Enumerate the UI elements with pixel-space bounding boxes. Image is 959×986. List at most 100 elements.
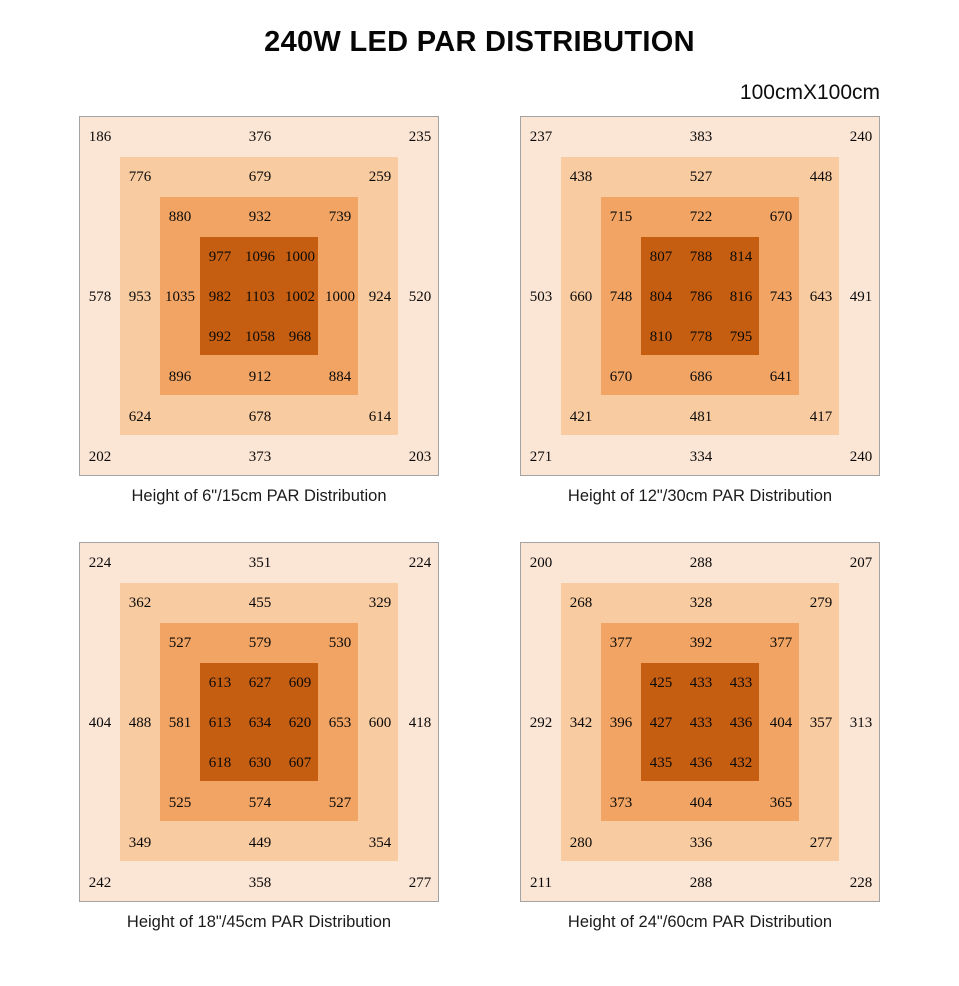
par-value: 807 bbox=[649, 248, 673, 265]
par-value: 224 bbox=[408, 554, 432, 571]
par-value: 438 bbox=[569, 168, 593, 185]
par-value: 574 bbox=[248, 794, 272, 811]
par-value: 200 bbox=[529, 554, 553, 571]
par-value: 271 bbox=[529, 448, 553, 465]
par-value: 242 bbox=[88, 874, 112, 891]
par-value: 992 bbox=[208, 328, 232, 345]
par-heatmap-2: 237 383 240 438 527 448 715 722 670 807 788 814 503 6… bbox=[520, 116, 880, 476]
par-value: 377 bbox=[769, 634, 793, 651]
par-value: 207 bbox=[849, 554, 873, 571]
par-value: 1096 bbox=[245, 248, 275, 265]
par-value: 449 bbox=[248, 834, 272, 851]
center-zone bbox=[200, 663, 318, 781]
par-value: 578 bbox=[88, 288, 112, 305]
par-value: 328 bbox=[689, 594, 713, 611]
panels-grid: 186 376 235 776 679 259 880 932 739 977 1096 1000 57… bbox=[79, 116, 880, 932]
par-value: 277 bbox=[408, 874, 432, 891]
par-value: 448 bbox=[809, 168, 833, 185]
par-value: 527 bbox=[328, 794, 352, 811]
par-value: 228 bbox=[849, 874, 873, 891]
par-value: 810 bbox=[649, 328, 673, 345]
par-value: 288 bbox=[689, 874, 713, 891]
par-value: 418 bbox=[408, 714, 432, 731]
par-value: 376 bbox=[248, 128, 272, 145]
panel-caption-1: Height of 6"/15cm PAR Distribution bbox=[131, 487, 387, 505]
par-value: 660 bbox=[569, 288, 593, 305]
par-value: 581 bbox=[168, 714, 192, 731]
par-value: 620 bbox=[288, 714, 312, 731]
par-value: 358 bbox=[248, 874, 272, 891]
par-value: 814 bbox=[729, 248, 753, 265]
par-value: 404 bbox=[769, 714, 793, 731]
par-value: 362 bbox=[128, 594, 152, 611]
par-value: 715 bbox=[609, 208, 633, 225]
par-value: 377 bbox=[609, 634, 633, 651]
par-value: 614 bbox=[368, 408, 392, 425]
center-zone bbox=[641, 663, 759, 781]
par-value: 396 bbox=[609, 714, 633, 731]
page: 240W LED PAR DISTRIBUTION 100cmX100cm 18… bbox=[0, 26, 959, 932]
center-zone bbox=[641, 237, 759, 355]
par-value: 912 bbox=[248, 368, 272, 385]
par-panel-3: 224 351 224 362 455 329 527 579 530 613 627 609 404 4… bbox=[79, 542, 439, 932]
par-value: 624 bbox=[128, 408, 152, 425]
par-value: 804 bbox=[649, 288, 673, 305]
par-value: 1002 bbox=[285, 288, 315, 305]
par-value: 618 bbox=[208, 754, 232, 771]
par-panel-1: 186 376 235 776 679 259 880 932 739 977 1096 1000 57… bbox=[79, 116, 439, 506]
par-value: 977 bbox=[208, 248, 232, 265]
par-value: 240 bbox=[849, 128, 873, 145]
par-value: 277 bbox=[809, 834, 833, 851]
par-value: 932 bbox=[248, 208, 272, 225]
par-value: 643 bbox=[809, 288, 833, 305]
par-value: 600 bbox=[368, 714, 392, 731]
par-value: 748 bbox=[609, 288, 633, 305]
par-value: 432 bbox=[729, 754, 753, 771]
par-value: 357 bbox=[809, 714, 833, 731]
par-value: 579 bbox=[248, 634, 272, 651]
par-panel-4: 200 288 207 268 328 279 377 392 377 425 433 433 292 3… bbox=[520, 542, 880, 932]
par-heatmap-4: 200 288 207 268 328 279 377 392 377 425 433 433 292 3… bbox=[520, 542, 880, 902]
par-value: 686 bbox=[689, 368, 713, 385]
par-value: 488 bbox=[128, 714, 152, 731]
par-value: 525 bbox=[168, 794, 192, 811]
panel-caption-3: Height of 18"/45cm PAR Distribution bbox=[126, 913, 392, 931]
par-value: 279 bbox=[809, 594, 833, 611]
par-value: 292 bbox=[529, 714, 553, 731]
par-value: 373 bbox=[248, 448, 272, 465]
par-value: 778 bbox=[689, 328, 713, 345]
par-value: 433 bbox=[689, 674, 713, 691]
par-value: 627 bbox=[248, 674, 272, 691]
par-value: 982 bbox=[208, 288, 232, 305]
par-value: 641 bbox=[769, 368, 793, 385]
par-value: 235 bbox=[408, 128, 432, 145]
par-value: 433 bbox=[689, 714, 713, 731]
par-value: 334 bbox=[689, 448, 713, 465]
par-value: 268 bbox=[569, 594, 593, 611]
par-value: 679 bbox=[248, 168, 272, 185]
page-title: 240W LED PAR DISTRIBUTION bbox=[264, 26, 695, 58]
par-value: 237 bbox=[529, 128, 553, 145]
par-value: 739 bbox=[328, 208, 352, 225]
par-value: 786 bbox=[689, 288, 713, 305]
par-value: 1035 bbox=[165, 288, 195, 305]
par-value: 351 bbox=[248, 554, 272, 571]
par-value: 313 bbox=[849, 714, 873, 731]
par-value: 607 bbox=[288, 754, 312, 771]
par-heatmap-3: 224 351 224 362 455 329 527 579 530 613 627 609 404 4… bbox=[79, 542, 439, 902]
par-value: 349 bbox=[128, 834, 152, 851]
par-value: 503 bbox=[529, 288, 553, 305]
par-value: 953 bbox=[128, 288, 152, 305]
par-value: 788 bbox=[689, 248, 713, 265]
par-value: 329 bbox=[368, 594, 392, 611]
par-value: 404 bbox=[689, 794, 713, 811]
par-value: 203 bbox=[408, 448, 432, 465]
par-heatmap-1: 186 376 235 776 679 259 880 932 739 977 1096 1000 57… bbox=[79, 116, 439, 476]
par-value: 609 bbox=[288, 674, 312, 691]
par-value: 186 bbox=[88, 128, 112, 145]
par-value: 224 bbox=[88, 554, 112, 571]
par-value: 795 bbox=[729, 328, 753, 345]
par-value: 240 bbox=[849, 448, 873, 465]
par-value: 436 bbox=[729, 714, 753, 731]
par-value: 280 bbox=[569, 834, 593, 851]
